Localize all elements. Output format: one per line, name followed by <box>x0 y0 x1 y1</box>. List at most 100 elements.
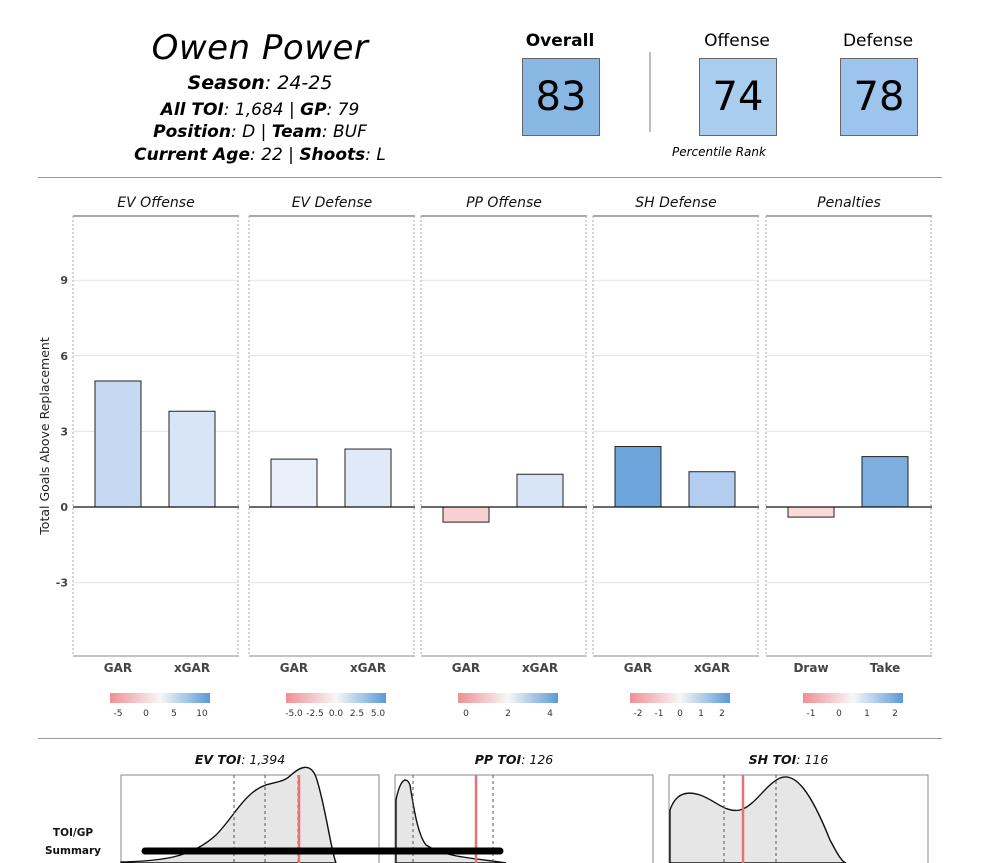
bar-take <box>861 456 909 508</box>
toi-panel-ev: EV TOI: 1,394 <box>120 752 380 863</box>
y-tick-label: 6 <box>60 350 68 363</box>
legend-tick-label: -5.0 <box>285 709 303 719</box>
panel-title: EV Offense <box>117 195 194 211</box>
toi-title-label: EV TOI <box>195 752 242 767</box>
legend-tick-label: 2.5 <box>350 709 364 719</box>
panel-sh-defense: SH Defense GAR xGAR -2 -1 0 1 2 <box>592 195 759 719</box>
y-tick-label: 3 <box>60 425 68 438</box>
bar-gar <box>94 380 142 508</box>
toi-title-value: : 116 <box>796 752 828 767</box>
toi-panel-pp: PP TOI: 126 <box>394 752 654 863</box>
toi-panel-title: EV TOI: 1,394 <box>195 752 285 767</box>
toi-gp-line: All TOI: 1,684 | GP: 79 <box>80 100 440 120</box>
gp-value: : 79 <box>326 100 360 120</box>
bar-gar <box>270 458 318 508</box>
y-tick-label: -3 <box>56 577 68 590</box>
x-tick-label: Take <box>870 661 901 675</box>
header-divider <box>649 52 651 132</box>
bar-gar <box>442 506 490 523</box>
defense-label: Defense <box>842 31 914 51</box>
toi-y-label-line1: TOI/GP <box>53 827 93 839</box>
legend-tick-label: 5.0 <box>371 709 386 719</box>
legend-tick-label: -1 <box>655 709 664 719</box>
color-legend-bar <box>458 693 558 703</box>
season-label: Season <box>187 72 265 94</box>
legend-tick-label: -1 <box>807 709 816 719</box>
legend-tick-label: 0.0 <box>329 709 344 719</box>
panel-ev-defense: EV Defense GAR xGAR -5.0 -2.5 0.0 2.5 5.0 <box>248 195 415 719</box>
x-tick-label: Draw <box>793 661 828 675</box>
toi-density-chart: TOI/GP Summary EV TOI: 1,394 PP TOI: 126 SH … <box>45 752 929 863</box>
panel-title: SH Defense <box>635 195 717 211</box>
percentile-rank-label: Percentile Rank <box>672 145 766 159</box>
position-value: : D | <box>230 122 272 142</box>
toi-density-area <box>395 779 507 863</box>
toi-panel-title: SH TOI: 116 <box>749 752 829 767</box>
bar-xgar <box>516 473 564 508</box>
age-shoots-line: Current Age: 22 | Shoots: L <box>80 145 440 165</box>
panel-ev-offense: EV Offense GAR xGAR -5 0 5 10 <box>72 195 239 719</box>
x-tick-label: GAR <box>624 661 652 675</box>
legend-tick-label: 2 <box>719 709 725 719</box>
x-tick-label: xGAR <box>174 661 210 675</box>
panel-title: EV Defense <box>292 195 373 211</box>
y-tick-label: 9 <box>60 274 68 287</box>
panel-title: PP Offense <box>466 195 542 211</box>
toi-title-value: : 1,394 <box>241 752 285 767</box>
gar-bar-chart: Total Goals Above Replacement 9 6 3 0 -3 EV Of… <box>37 195 932 719</box>
toi-title-label: SH TOI <box>749 752 797 767</box>
season-line: Season: 24-25 <box>80 72 440 94</box>
bar-xgar <box>688 471 736 508</box>
toi-label: All TOI <box>160 100 224 120</box>
x-tick-label: GAR <box>104 661 132 675</box>
legend-tick-label: 4 <box>547 709 553 719</box>
top-separator <box>38 177 942 178</box>
legend-tick-label: -2 <box>634 709 643 719</box>
offense-label: Offense <box>704 31 770 51</box>
x-tick-label: GAR <box>452 661 480 675</box>
x-tick-label: xGAR <box>350 661 386 675</box>
toi-panel-sh: SH TOI: 116 <box>668 752 929 863</box>
legend-tick-label: 0 <box>463 709 469 719</box>
season-value: : 24-25 <box>264 72 333 94</box>
bar-xgar <box>344 448 392 508</box>
legend-tick-label: 0 <box>143 709 149 719</box>
age-label: Current Age <box>134 145 250 165</box>
overall-score-box: 83 <box>522 58 600 136</box>
defense-score-box: 78 <box>840 58 918 136</box>
legend-tick-label: 10 <box>196 709 208 719</box>
x-tick-label: xGAR <box>694 661 730 675</box>
team-label: Team <box>271 122 322 142</box>
legend-tick-label: 1 <box>698 709 704 719</box>
toi-title-value: : 126 <box>521 752 553 767</box>
player-name: Owen Power <box>151 28 369 68</box>
legend-tick-label: 0 <box>836 709 842 719</box>
bottom-separator <box>38 738 942 739</box>
color-legend-bar <box>630 693 730 703</box>
legend-tick-label: 2 <box>505 709 511 719</box>
legend-tick-label: 0 <box>677 709 683 719</box>
toi-panel-title: PP TOI: 126 <box>475 752 554 767</box>
shoots-label: Shoots <box>299 145 366 165</box>
legend-tick-label: 2 <box>892 709 898 719</box>
legend-tick-label: -5 <box>114 709 123 719</box>
shoots-value: : L <box>365 145 386 165</box>
x-tick-label: xGAR <box>522 661 558 675</box>
age-value: : 22 | <box>250 145 300 165</box>
panel-title: Penalties <box>817 195 881 211</box>
bar-xgar <box>168 410 216 508</box>
color-legend-bar <box>286 693 386 703</box>
legend-tick-label: 5 <box>171 709 177 719</box>
x-tick-label: GAR <box>280 661 308 675</box>
position-team-line: Position: D | Team: BUF <box>80 122 440 142</box>
legend-tick-label: -2.5 <box>306 709 324 719</box>
position-label: Position <box>153 122 231 142</box>
gp-label: GP <box>300 100 327 120</box>
team-value: : BUF <box>321 122 367 142</box>
panel-pp-offense: PP Offense GAR xGAR 0 2 4 <box>420 195 587 719</box>
y-tick-label: 0 <box>60 501 68 514</box>
toi-title-label: PP TOI <box>475 752 522 767</box>
toi-y-label-line2: Summary <box>45 845 101 857</box>
bar-draw <box>787 506 835 518</box>
offense-score-box: 74 <box>699 58 777 136</box>
